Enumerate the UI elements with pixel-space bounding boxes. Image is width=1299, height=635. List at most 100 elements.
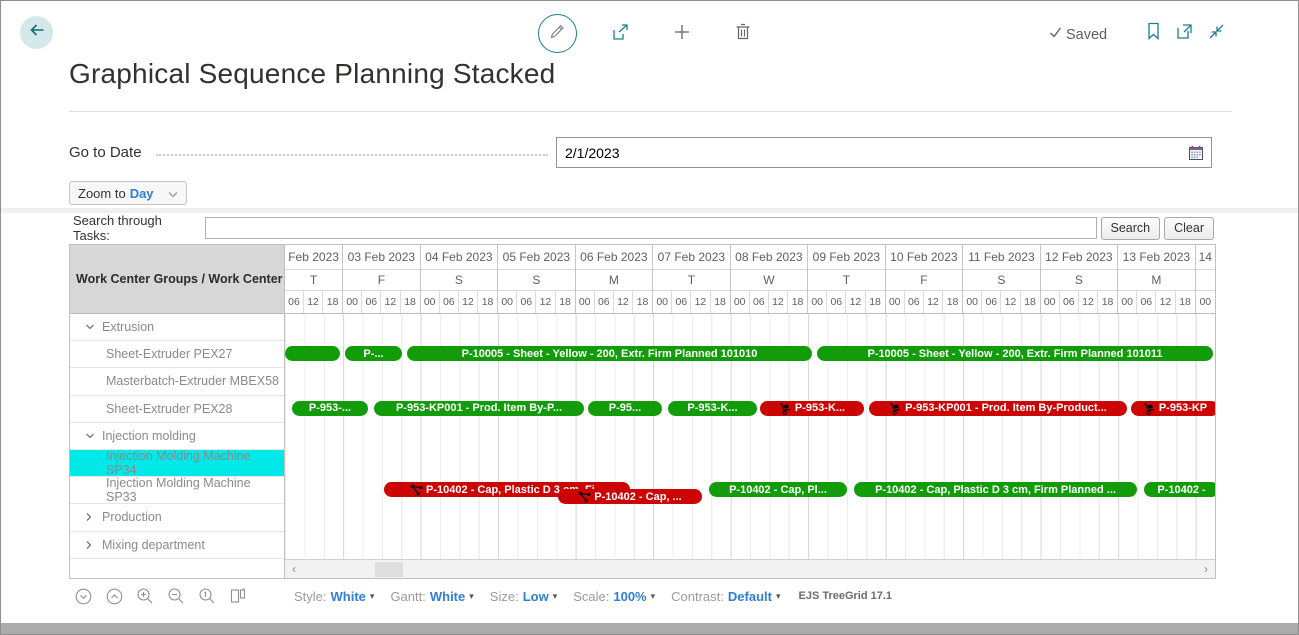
work-center-row[interactable]: Mixing department [70, 531, 284, 559]
treegrid-brand: EJS TreeGrid 17.1 [798, 590, 893, 602]
work-center-row[interactable]: Production [70, 504, 284, 532]
work-center-label: Extrusion [102, 320, 155, 335]
calendar-icon[interactable] [1187, 144, 1205, 162]
hour-tick-label: 18 [481, 296, 494, 309]
chevron-down-icon[interactable] [85, 323, 97, 331]
gantt-style-select[interactable]: Gantt: White ▾ [390, 588, 474, 604]
work-center-row[interactable]: Injection molding [70, 422, 284, 450]
hour-tick-label: 06 [1137, 291, 1157, 313]
share-button[interactable] [609, 23, 631, 45]
zoom-reset-icon[interactable] [198, 587, 216, 605]
day-date-label: 13 Feb 2023 [1118, 245, 1195, 270]
search-tasks-input[interactable] [204, 217, 1097, 239]
hour-tick-label: 12 [1156, 291, 1176, 313]
clear-button[interactable]: Clear [1164, 216, 1214, 240]
timescale-day-column: 05 Feb 2023 S 00 06 12 18 [498, 245, 576, 313]
caret-down-icon: ▾ [552, 590, 558, 601]
task-bar[interactable]: P-10402 - Cap, Plastic D 3 cm, Firm Plan… [854, 482, 1137, 498]
bookmark-button[interactable] [1142, 22, 1164, 45]
back-arrow-icon [28, 21, 46, 44]
task-bar[interactable]: P-... [345, 346, 402, 362]
chevron-down-icon[interactable] [85, 432, 97, 440]
chevron-right-icon[interactable] [85, 512, 97, 522]
day-of-week-label: T [653, 270, 730, 292]
hour-tick-label: 12 [1001, 291, 1021, 313]
hour-tick-label: 00 [731, 291, 750, 313]
task-bar[interactable] [285, 346, 340, 362]
task-label: P-953-KP [1158, 402, 1208, 415]
day-of-week-label: S [498, 270, 575, 292]
search-tasks-label: Search through Tasks: [73, 213, 162, 243]
task-bar[interactable]: P-10005 - Sheet - Yellow - 200, Extr. Fi… [407, 346, 812, 362]
task-bar[interactable]: P-953-KP001 - Prod. Item By-Product... [869, 400, 1127, 416]
task-bar[interactable]: P-10005 - Sheet - Yellow - 200, Extr. Fi… [817, 346, 1213, 362]
search-button[interactable]: Search [1100, 216, 1161, 240]
zoom-to-dropdown[interactable]: Zoom to Day [69, 181, 187, 205]
hour-tick-label: 00 [498, 291, 518, 313]
title-divider [69, 111, 1232, 112]
work-center-row[interactable]: Sheet-Extruder PEX27 [70, 341, 284, 369]
goto-date-input[interactable] [557, 144, 1187, 161]
task-bar[interactable]: P-953-KP001 - Prod. Item By-P... [374, 400, 584, 416]
window-bottom-edge [1, 623, 1298, 634]
task-bar[interactable]: P-953-KP [1131, 400, 1215, 416]
share-icon [610, 22, 630, 47]
hour-tick-label: 18 [1024, 296, 1036, 309]
work-center-row[interactable]: Sheet-Extruder PEX28 [70, 395, 284, 423]
popout-button[interactable] [1173, 23, 1195, 45]
work-center-row[interactable]: Injection Molding Machine SP34 [70, 449, 284, 478]
gantt-chart: Feb 2023 T 06 12 18 03 Feb 2023 F 00 06 12 18 04 Fe… [285, 245, 1215, 578]
scroll-right-button[interactable]: › [1204, 562, 1208, 576]
size-select[interactable]: Size: Low ▾ [489, 588, 558, 604]
hour-ticks: 00 06 12 18 [886, 291, 963, 313]
task-bar[interactable]: P-953-... [292, 400, 368, 416]
style-select[interactable]: Style: White ▾ [294, 588, 375, 604]
hour-tick-label: 00 [1118, 291, 1138, 313]
hour-tick-label: 00 [343, 291, 363, 313]
save-status: Saved [1049, 26, 1107, 43]
zoom-in-icon[interactable] [136, 587, 154, 605]
print-icon[interactable] [229, 587, 247, 605]
timescale-day-column: 14 00 [1195, 245, 1215, 313]
add-button[interactable] [671, 23, 693, 45]
hour-tick-label: 06 [285, 291, 305, 313]
edit-button[interactable] [538, 14, 577, 53]
scrollbar-thumb[interactable] [375, 561, 403, 577]
task-label: P-95... [608, 402, 642, 415]
chevron-right-icon[interactable] [85, 540, 97, 550]
page-title: Graphical Sequence Planning Stacked [69, 58, 556, 89]
task-bar[interactable]: P-95... [588, 400, 662, 416]
work-center-row[interactable]: Extrusion [70, 314, 284, 342]
hour-tick-label: 18 [869, 296, 881, 309]
timescale-day-column: 03 Feb 2023 F 00 06 12 18 [343, 245, 421, 313]
move-down-circle-icon[interactable] [74, 587, 92, 605]
goto-date-field [556, 137, 1212, 168]
task-bar[interactable]: P-10402 - [1144, 482, 1215, 498]
hour-ticks: 00 06 12 18 [498, 291, 575, 313]
scale-select[interactable]: Scale: 100% ▾ [573, 588, 656, 604]
work-center-row[interactable]: Masterbatch-Extruder MBEX58 [70, 368, 284, 396]
task-label: P-953-KP001 - Prod. Item By-P... [395, 402, 563, 415]
day-date-label: 07 Feb 2023 [653, 245, 730, 270]
work-center-row[interactable]: Injection Molding Machine SP33 [70, 476, 284, 505]
horizontal-scrollbar[interactable]: ‹ › [285, 559, 1215, 578]
task-bar[interactable]: P-10402 - Cap, Pl... [709, 482, 847, 498]
zoom-out-icon[interactable] [167, 587, 185, 605]
move-up-circle-icon[interactable] [105, 587, 123, 605]
timescale-day-column: 08 Feb 2023 W 00 06 12 18 [730, 245, 809, 313]
contrast-select[interactable]: Contrast: Default ▾ [671, 588, 781, 604]
saved-label: Saved [1066, 26, 1108, 43]
task-label: P-... [363, 347, 384, 360]
zoom-to-value: Day [129, 185, 154, 201]
task-label: P-10402 - Cap, Plastic D 3 cm, Firm Plan… [875, 483, 1116, 496]
collapse-button[interactable] [1205, 23, 1227, 45]
delete-button[interactable] [732, 23, 754, 45]
task-bar[interactable]: P-10402 - Cap, ... [558, 489, 702, 505]
plus-icon [672, 22, 692, 47]
back-button[interactable] [20, 16, 53, 49]
task-bar[interactable]: P-953-K... [760, 400, 864, 416]
task-bar[interactable]: P-953-K... [668, 400, 757, 416]
hour-tick-label: 18 [791, 296, 804, 309]
scroll-left-button[interactable]: ‹ [292, 562, 296, 576]
hour-tick-label: 18 [714, 296, 726, 309]
